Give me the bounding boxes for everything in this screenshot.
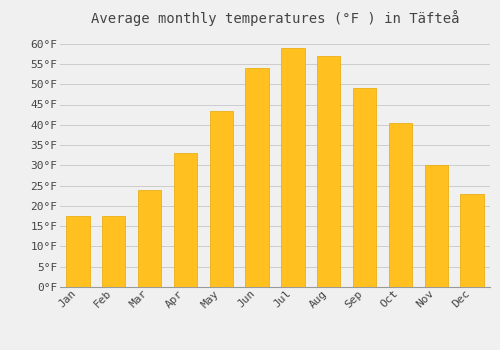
Bar <box>353 88 376 287</box>
Bar <box>102 216 126 287</box>
Bar <box>282 48 304 287</box>
Bar <box>210 111 233 287</box>
Bar <box>174 153 197 287</box>
Bar <box>460 194 483 287</box>
Bar <box>424 165 448 287</box>
Bar <box>317 56 340 287</box>
Bar <box>138 190 161 287</box>
Title: Average monthly temperatures (°F ) in Täfteå: Average monthly temperatures (°F ) in Tä… <box>91 10 459 26</box>
Bar <box>246 68 268 287</box>
Bar <box>389 123 412 287</box>
Bar <box>66 216 90 287</box>
